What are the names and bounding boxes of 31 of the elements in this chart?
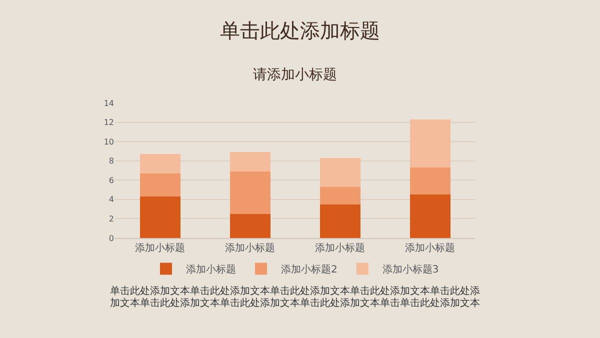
legend-label: 添加小标题 [186,264,236,276]
chart-subtitle: 请添加小标题 [253,67,337,83]
x-tick-label: 添加小标题 [135,242,185,254]
bar [410,194,450,238]
bar [410,168,450,195]
y-tick-label: 6 [108,176,114,185]
bar [320,204,360,238]
text: 单击此处添加文本单击此处添加文本单击此处添加文本单击此处添加文本单击此处添 [110,285,480,297]
y-tick-label: 10 [104,137,114,146]
text: 加文本单击此处添加文本单击此处添加文本单击此处添加文本单击单击此处添加文本 [110,297,480,309]
y-tick-label: 8 [108,156,114,166]
y-tick-label: 0 [108,234,114,243]
y-tick-label: 4 [108,195,114,204]
legend-label: 添加小标题2 [281,264,338,276]
bar [230,171,270,214]
bar [230,214,270,238]
x-tick-label: 添加小标题 [315,242,365,254]
bar [140,154,180,174]
bar [140,173,180,197]
y-tick-label: 2 [108,214,114,224]
bar [320,186,360,204]
bar [140,196,180,238]
chart-title: 单击此处添加标题 [220,18,380,43]
y-tick-label: 12 [104,118,114,128]
bar [410,119,450,168]
bar [230,152,270,172]
y-tick-label: 14 [104,98,114,108]
x-tick-label: 添加小标题 [405,242,455,254]
legend-label: 添加小标题3 [382,264,439,276]
x-tick-label: 添加小标题 [225,242,275,254]
bar [320,158,360,187]
